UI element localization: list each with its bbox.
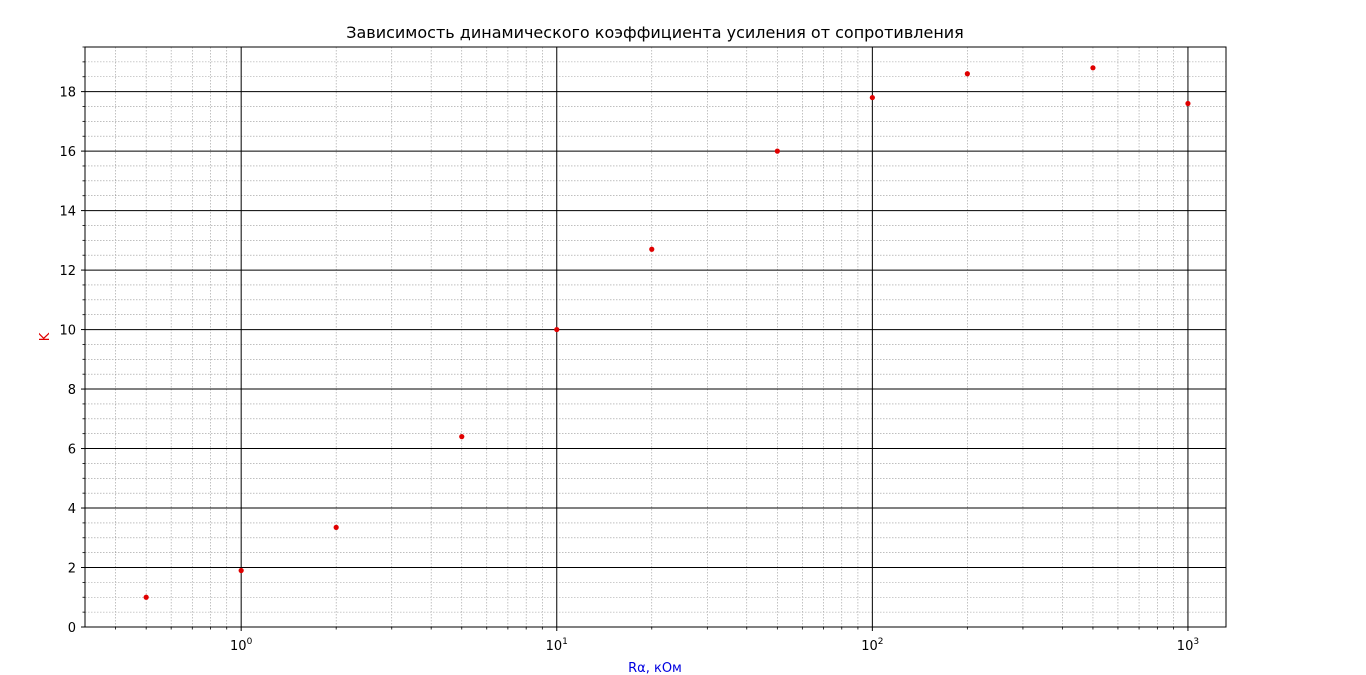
minor-grid — [85, 46, 1226, 627]
data-point — [238, 567, 244, 574]
data-point — [649, 246, 655, 252]
data-point — [964, 71, 970, 77]
data-point — [774, 148, 780, 154]
data-point — [1090, 65, 1096, 71]
data-point — [333, 524, 339, 530]
y-tick-label: 2 — [68, 562, 76, 577]
x-axis-label: Rα, кОм — [628, 661, 682, 675]
chart-title: Зависимость динамического коэффициента у… — [346, 23, 964, 42]
x-tick-label: 100 — [230, 637, 253, 654]
plot-frame — [84, 46, 1227, 628]
axis-ticks — [81, 46, 1189, 631]
data-point — [143, 594, 149, 600]
data-point — [554, 326, 560, 333]
x-tick-label: 103 — [1177, 637, 1199, 654]
data-point — [869, 94, 875, 101]
y-tick-label: 16 — [59, 145, 76, 160]
major-grid — [85, 47, 1226, 628]
x-tick-label: 102 — [861, 637, 883, 654]
data-point — [1185, 100, 1191, 107]
y-tick-label: 4 — [68, 502, 76, 517]
x-tick-label: 101 — [546, 637, 568, 654]
y-tick-label: 10 — [59, 324, 76, 339]
y-tick-label: 14 — [59, 205, 76, 220]
y-tick-label: 6 — [68, 443, 76, 458]
y-tick-label: 18 — [59, 86, 76, 101]
y-tick-label: 8 — [68, 383, 76, 398]
y-tick-label: 0 — [68, 621, 76, 636]
y-tick-labels: 0 2 4 6 8 10 12 14 16 18 — [59, 86, 76, 636]
data-point — [459, 434, 465, 440]
y-tick-label: 12 — [59, 264, 76, 279]
x-tick-labels: 100 101 102 103 — [230, 637, 1199, 654]
y-axis-label: K — [38, 332, 53, 341]
data-points — [143, 65, 1191, 600]
